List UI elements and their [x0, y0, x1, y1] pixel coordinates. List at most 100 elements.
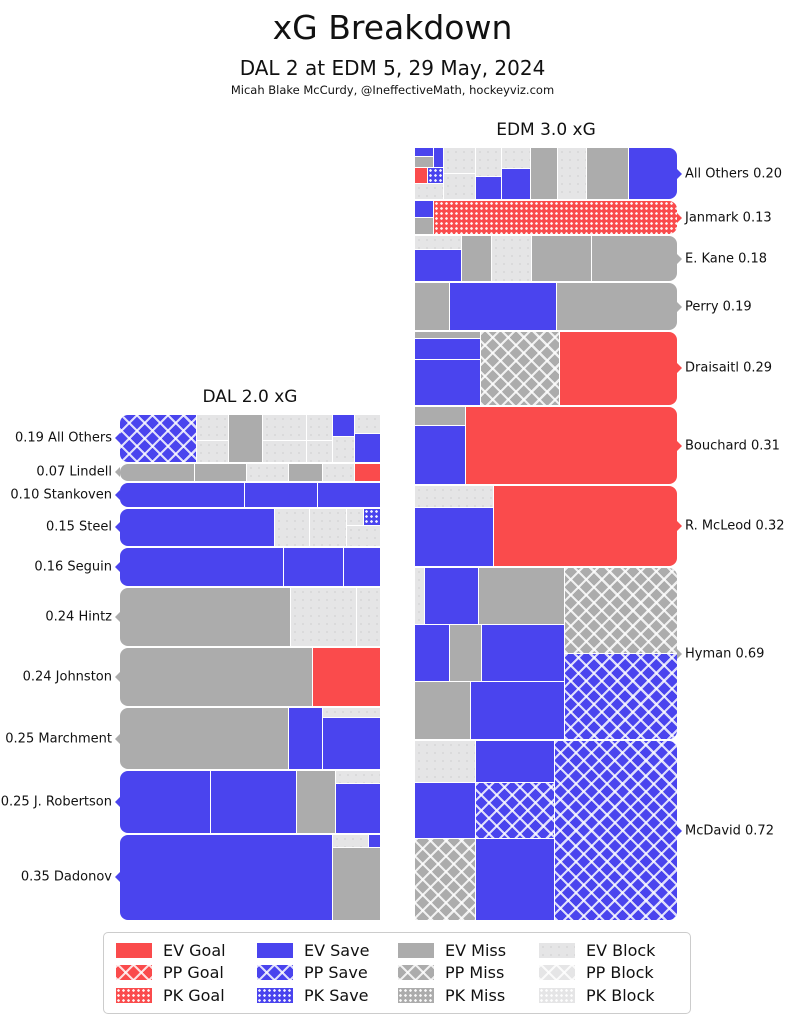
legend-label: PK Save	[304, 986, 369, 1006]
block-cols	[415, 167, 444, 184]
block-ev-save	[120, 771, 210, 833]
block-ev-block	[262, 415, 306, 441]
legend-label: PP Miss	[445, 963, 505, 983]
block-ev-save	[354, 434, 380, 462]
block-ev-block	[275, 508, 309, 546]
row-blocks	[415, 236, 677, 282]
block-pp-miss	[481, 331, 559, 406]
dal-column-header: DAL 2.0 xG	[202, 387, 298, 407]
block-ev-save	[475, 838, 554, 921]
legend-label: EV Goal	[163, 940, 226, 960]
edm-mosaic-column: All Others 0.20 Janmark 0.13 E. Kane 0.18 P…	[415, 148, 785, 921]
block-ev-goal	[354, 463, 380, 481]
block-ev-save	[120, 482, 244, 507]
player-label: Draisaitl 0.29	[685, 360, 773, 376]
legend-swatch-ev-block	[539, 942, 575, 958]
row-blocks	[415, 567, 677, 740]
edm-column-header: EDM 3.0 xG	[496, 120, 596, 140]
block-ev-save	[333, 415, 354, 436]
legend-item-pp-block: PP Block	[539, 963, 680, 982]
row-blocks	[120, 648, 380, 707]
block-stack	[502, 148, 531, 200]
legend-label: EV Save	[304, 940, 370, 960]
row-pointer	[115, 672, 120, 683]
player-label: 0.24 Hintz	[45, 609, 112, 625]
block-stack	[333, 834, 380, 921]
row-blocks	[415, 148, 677, 200]
block-ev-save	[288, 708, 323, 770]
legend-label: PK Miss	[445, 986, 506, 1006]
player-row-j-robertson: 0.25 J. Robertson	[1, 771, 380, 833]
block-ev-save	[628, 148, 677, 200]
player-row-janmark: Janmark 0.13	[415, 201, 772, 235]
row-blocks	[415, 201, 677, 235]
player-label: 0.35 Dadonov	[20, 869, 112, 885]
block-ev-block	[291, 588, 356, 647]
block-ev-miss	[120, 463, 194, 481]
player-label: 0.19 All Others	[14, 430, 112, 446]
legend-swatch-pk-miss	[398, 988, 434, 1004]
block-stack	[323, 708, 380, 770]
legend-item-pk-save: PK Save	[257, 986, 398, 1005]
block-ev-save	[415, 250, 462, 282]
row-pointer	[115, 467, 120, 478]
legend-swatch-pp-goal	[116, 965, 152, 981]
row-blocks	[120, 482, 380, 507]
row-pointer	[677, 212, 682, 223]
block-cols	[415, 148, 444, 167]
block-stack	[262, 415, 306, 462]
block-ev-block	[246, 463, 288, 481]
player-label: E. Kane 0.18	[685, 251, 768, 267]
player-label: R. McLeod 0.32	[685, 518, 785, 534]
player-label: Bouchard 0.31	[685, 438, 780, 454]
row-blocks	[415, 486, 677, 566]
block-ev-save	[449, 283, 557, 330]
block-cols	[415, 624, 564, 681]
block-ev-miss	[415, 283, 449, 330]
block-ev-block	[557, 148, 586, 200]
block-ev-miss	[415, 156, 433, 167]
legend-label: PP Block	[586, 963, 654, 983]
row-pointer	[115, 489, 120, 500]
row-blocks	[120, 771, 380, 833]
block-ev-save	[244, 482, 318, 507]
row-blocks	[415, 283, 677, 330]
block-stack	[415, 201, 434, 235]
player-label: 0.15 Steel	[45, 519, 112, 535]
block-stack	[415, 567, 564, 740]
block-stack	[333, 415, 354, 462]
block-ev-block	[415, 184, 444, 200]
block-cols	[415, 681, 564, 740]
row-pointer	[677, 648, 682, 659]
legend-item-pp-goal: PP Goal	[116, 963, 257, 982]
block-ev-miss	[296, 771, 336, 833]
block-stack	[564, 567, 677, 740]
block-ev-miss	[462, 236, 491, 282]
block-ev-block	[197, 415, 228, 441]
player-row-lindell: 0.07 Lindell	[36, 463, 380, 481]
legend-swatch-pk-goal	[116, 988, 152, 1004]
player-row-johnston: 0.24 Johnston	[23, 648, 380, 707]
block-ev-goal	[312, 648, 380, 707]
legend-item-pp-save: PP Save	[257, 963, 398, 982]
block-ev-save	[475, 176, 502, 200]
row-blocks	[415, 407, 677, 485]
block-ev-save	[120, 547, 283, 587]
row-blocks	[120, 547, 380, 587]
legend-item-ev-miss: EV Miss	[398, 941, 539, 960]
block-ev-block	[491, 236, 531, 282]
player-label: Janmark 0.13	[685, 210, 772, 226]
block-ev-miss	[120, 708, 288, 770]
player-row-stankoven: 0.10 Stankoven	[10, 482, 380, 507]
block-ev-save	[368, 834, 380, 848]
row-pointer	[677, 440, 682, 451]
block-ev-block	[306, 415, 333, 441]
player-label: Hyman 0.69	[685, 646, 765, 661]
page-title: xG Breakdown	[272, 8, 513, 47]
player-label: 0.16 Seguin	[34, 559, 112, 575]
block-stack	[475, 741, 554, 921]
block-ev-miss	[120, 648, 312, 707]
player-row-all-others: 0.19 All Others	[15, 415, 380, 462]
block-stack	[415, 148, 433, 167]
